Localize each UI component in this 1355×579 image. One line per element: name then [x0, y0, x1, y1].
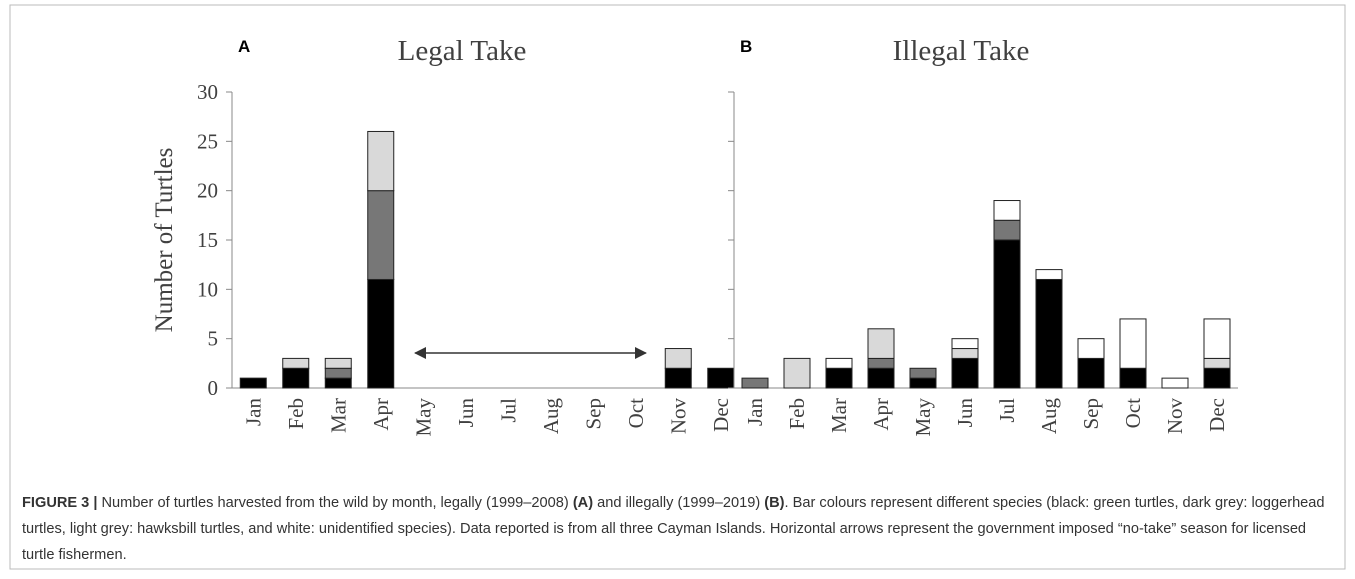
panel-label: A: [238, 37, 250, 56]
x-tick-label: May: [411, 398, 435, 437]
bar-segment: [909, 377, 937, 389]
x-tick-label: Feb: [284, 398, 308, 430]
bar-segment: [1203, 318, 1231, 359]
x-tick-label: Jan: [743, 398, 767, 426]
x-tick-label: Jul: [496, 398, 520, 423]
bar-segment: [825, 357, 853, 369]
bar-segment: [993, 219, 1021, 241]
bar-segment: [707, 367, 735, 389]
bar-segment: [324, 357, 352, 369]
bar-segment: [1035, 269, 1063, 280]
x-tick-label: Apr: [369, 398, 393, 431]
caption: FIGURE 3 | Number of turtles harvested f…: [22, 490, 1340, 568]
bar-segment: [1161, 377, 1189, 389]
bar-segment: [367, 130, 395, 192]
bar-segment: [1077, 357, 1105, 389]
x-tick-label: Sep: [581, 398, 605, 430]
caption-part: FIGURE 3 |: [22, 495, 98, 511]
x-tick-label: Jan: [241, 398, 265, 426]
x-tick-label: Aug: [1037, 398, 1061, 435]
y-tick-label: 25: [197, 129, 218, 153]
bar-segment: [282, 357, 310, 369]
x-tick-label: Jul: [995, 398, 1019, 423]
bar-segment: [239, 377, 267, 389]
bar-segment: [783, 357, 811, 389]
x-tick-label: Aug: [539, 398, 563, 435]
x-tick-label: Oct: [1121, 398, 1145, 428]
caption-part: (B): [764, 495, 785, 511]
bar-segment: [951, 357, 979, 389]
bar-segment: [282, 367, 310, 389]
caption-part: (A): [572, 495, 594, 511]
caption-part: Number of turtles harvested from the wil…: [97, 495, 573, 511]
bar-segment: [1203, 367, 1231, 389]
caption-part: and illegally (1999–2019): [593, 495, 765, 511]
x-tick-label: Jun: [454, 398, 478, 428]
bar-segment: [324, 367, 352, 379]
caption-part: . Bar colours represent different specie…: [22, 495, 1325, 563]
y-tick-label: 5: [208, 327, 219, 351]
bar-segment: [664, 367, 692, 389]
x-tick-label: Nov: [666, 398, 690, 435]
bar-segment: [951, 338, 979, 350]
bar-segment: [867, 328, 895, 359]
chart-title: Legal Take: [398, 35, 527, 67]
y-tick-label: 10: [197, 277, 218, 301]
x-tick-label: Oct: [624, 398, 648, 428]
bar-segment: [741, 377, 769, 389]
bar-segment: [951, 348, 979, 359]
bar-segment: [867, 367, 895, 389]
bar-segment: [1035, 278, 1063, 389]
y-tick-label: 15: [197, 228, 218, 252]
bar-segment: [909, 367, 937, 379]
x-tick-label: Mar: [827, 398, 851, 433]
y-axis-label: Number of Turtles: [151, 148, 178, 333]
y-tick-label: 0: [208, 376, 219, 400]
x-tick-label: Dec: [1205, 398, 1229, 432]
bar-segment: [1203, 357, 1231, 369]
x-tick-label: Dec: [709, 398, 733, 432]
bar-segment: [825, 367, 853, 389]
bar-segment: [367, 278, 395, 389]
bar-segment: [664, 348, 692, 369]
x-tick-label: Sep: [1079, 398, 1103, 430]
x-tick-label: May: [911, 398, 935, 437]
x-tick-label: Nov: [1163, 398, 1187, 435]
bar-segment: [1077, 338, 1105, 359]
bar-segment: [324, 377, 352, 389]
bar-segment: [1119, 367, 1147, 389]
bar-segment: [993, 239, 1021, 389]
bar-segment: [1119, 318, 1147, 369]
bar-segment: [993, 200, 1021, 221]
panel-label: B: [740, 37, 752, 56]
x-tick-label: Apr: [869, 398, 893, 431]
figure-frame: [9, 4, 1346, 570]
bar-segment: [367, 190, 395, 280]
x-tick-label: Feb: [785, 398, 809, 430]
chart-title: Illegal Take: [893, 35, 1030, 67]
bar-segment: [867, 357, 895, 369]
y-tick-label: 20: [197, 179, 218, 203]
y-tick-label: 30: [197, 80, 218, 104]
x-tick-label: Jun: [953, 398, 977, 428]
x-tick-label: Mar: [326, 398, 350, 433]
